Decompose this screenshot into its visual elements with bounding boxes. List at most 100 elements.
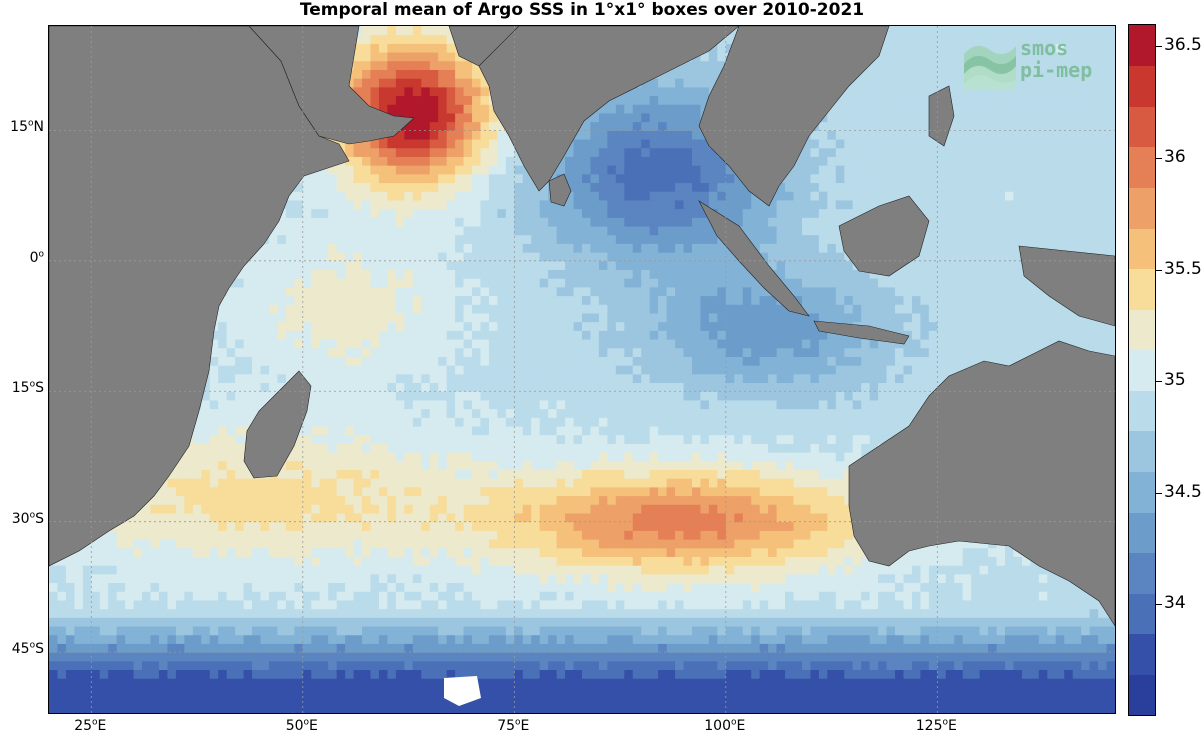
sss-cell — [480, 695, 490, 705]
sss-cell — [285, 339, 295, 349]
sss-cell — [150, 678, 160, 688]
sss-cell — [201, 452, 211, 462]
sss-cell — [226, 678, 236, 688]
sss-cell — [353, 582, 363, 592]
sss-cell — [387, 452, 397, 462]
sss-cell — [378, 139, 388, 149]
sss-cell — [514, 330, 524, 340]
sss-cell — [472, 165, 481, 175]
sss-cell — [362, 295, 371, 305]
sss-cell — [446, 617, 456, 627]
sss-cell — [412, 547, 422, 557]
sss-cell — [311, 608, 321, 618]
sss-cell — [565, 321, 575, 331]
sss-cell — [395, 217, 405, 227]
sss-cell — [277, 669, 287, 679]
sss-cell — [429, 547, 439, 557]
sss-cell — [573, 312, 583, 323]
sss-cell — [218, 512, 228, 523]
sss-cell — [294, 182, 304, 192]
sss-cell — [235, 521, 245, 531]
sss-cell — [57, 608, 67, 618]
sss-cell — [522, 252, 532, 262]
sss-cell — [438, 547, 448, 557]
sss-cell — [99, 539, 109, 549]
sss-cell — [294, 695, 304, 705]
sss-cell — [455, 269, 465, 279]
sss-cell — [378, 95, 388, 105]
sss-cell — [421, 373, 431, 384]
sss-cell — [362, 182, 371, 192]
sss-cell — [142, 634, 152, 644]
sss-cell — [438, 382, 448, 392]
sss-cell — [175, 608, 185, 618]
sss-cell — [142, 669, 152, 679]
sss-cell — [573, 565, 583, 575]
sss-cell — [488, 112, 498, 123]
sss-cell — [438, 608, 448, 618]
sss-cell — [412, 417, 422, 427]
sss-cell — [268, 234, 278, 244]
sss-cell — [142, 573, 152, 584]
sss-cell — [184, 443, 194, 453]
sss-cell — [192, 469, 202, 479]
sss-cell — [260, 686, 270, 697]
sss-cell — [556, 599, 566, 610]
sss-cell — [319, 695, 329, 705]
sss-cell — [387, 43, 397, 53]
sss-cell — [514, 269, 524, 279]
sss-cell — [99, 591, 109, 601]
sss-cell — [573, 660, 583, 671]
sss-cell — [167, 695, 177, 705]
sss-cell — [438, 591, 448, 601]
sss-cell — [302, 486, 312, 497]
sss-cell — [378, 199, 388, 210]
sss-cell — [362, 452, 371, 462]
sss-cell — [438, 86, 448, 97]
sss-cell — [328, 512, 338, 523]
sss-cell — [463, 182, 473, 192]
sss-cell — [556, 252, 566, 262]
sss-cell — [378, 208, 388, 218]
sss-cell — [125, 582, 135, 592]
sss-cell — [565, 556, 575, 566]
sss-cell — [226, 495, 236, 505]
sss-cell — [429, 278, 439, 288]
sss-cell — [260, 591, 270, 601]
sss-cell — [531, 252, 541, 262]
sss-cell — [505, 356, 515, 366]
sss-cell — [336, 591, 346, 601]
sss-cell — [362, 504, 371, 514]
sss-cell — [158, 495, 168, 505]
sss-cell — [404, 182, 414, 192]
sss-cell — [268, 704, 278, 713]
sss-cell — [505, 634, 515, 644]
sss-cell — [353, 139, 363, 149]
sss-cell — [387, 539, 397, 549]
sss-cell — [429, 43, 439, 53]
sss-cell — [387, 634, 397, 644]
sss-cell — [421, 260, 431, 270]
sss-cell — [252, 504, 262, 514]
sss-cell — [472, 286, 481, 297]
sss-cell — [362, 591, 371, 601]
sss-cell — [311, 452, 321, 462]
sss-cell — [319, 217, 329, 227]
sss-cell — [472, 226, 481, 236]
sss-cell — [49, 686, 58, 697]
sss-cell — [209, 452, 219, 462]
sss-cell — [387, 565, 397, 575]
sss-cell — [463, 417, 473, 427]
sss-cell — [243, 591, 253, 601]
sss-cell — [345, 365, 355, 375]
sss-cell — [108, 582, 118, 592]
sss-cell — [285, 356, 295, 366]
sss-cell — [488, 565, 498, 575]
sss-cell — [378, 182, 388, 192]
sss-cell — [539, 521, 549, 531]
sss-cell — [472, 521, 481, 531]
sss-cell — [319, 339, 329, 349]
sss-cell — [412, 43, 422, 53]
sss-cell — [480, 78, 490, 88]
sss-cell — [514, 678, 524, 688]
